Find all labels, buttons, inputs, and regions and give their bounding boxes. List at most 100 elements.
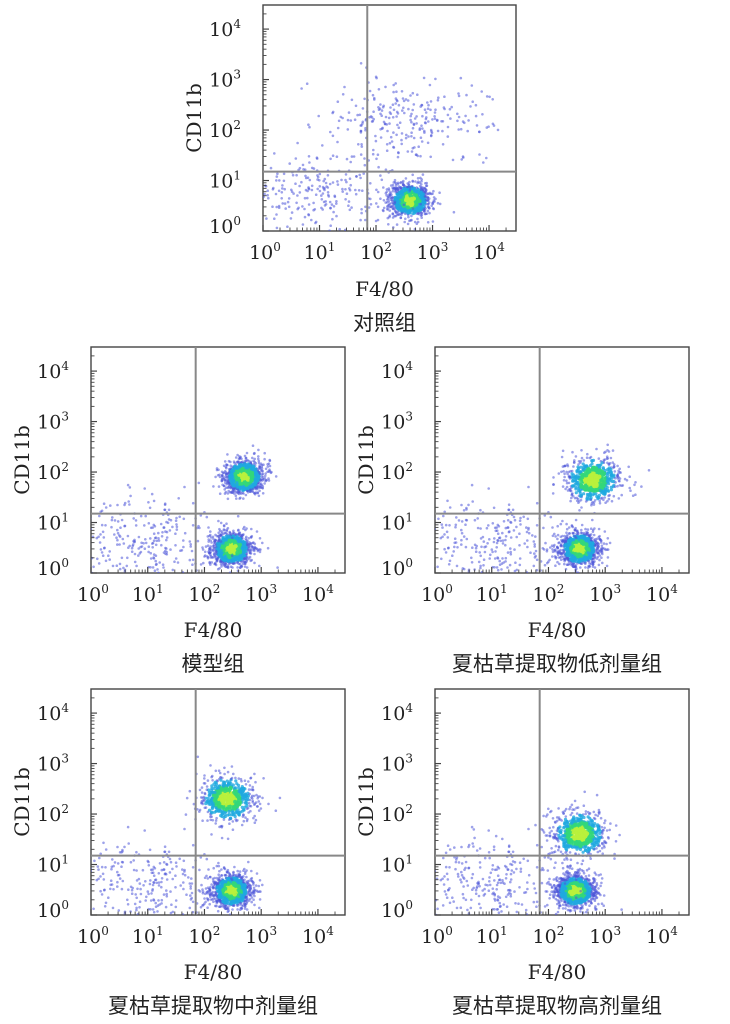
- event-dot: [433, 115, 436, 118]
- event-dot: [203, 555, 206, 558]
- event-dot: [419, 214, 423, 217]
- event-dot: [332, 210, 335, 214]
- event-dot: [374, 134, 377, 138]
- event-dot: [225, 522, 228, 525]
- event-dot: [97, 562, 101, 565]
- event-dot: [556, 560, 559, 564]
- event-dot: [324, 181, 328, 185]
- event-dot: [266, 546, 270, 550]
- event-dot: [273, 152, 276, 155]
- event-dot: [260, 475, 263, 479]
- event-dot: [353, 118, 357, 121]
- event-dot: [245, 527, 248, 530]
- event-dot: [414, 201, 419, 206]
- event-dot: [241, 183, 244, 186]
- event-dot: [231, 475, 235, 479]
- event-dot: [259, 485, 262, 489]
- event-dot: [345, 157, 349, 161]
- event-dot: [224, 465, 228, 469]
- event-dot: [167, 508, 171, 512]
- event-dot: [387, 197, 390, 201]
- event-dot: [410, 120, 413, 124]
- event-dot: [357, 189, 361, 192]
- event-dot: [565, 556, 569, 560]
- event-dot: [382, 199, 386, 202]
- event-dot: [404, 177, 408, 180]
- event-dot: [618, 467, 621, 471]
- event-dot: [116, 543, 119, 546]
- event-dot: [474, 114, 478, 118]
- event-dot: [318, 189, 322, 193]
- event-dot: [73, 557, 76, 560]
- event-dot: [313, 208, 317, 211]
- event-dot: [174, 544, 177, 547]
- event-dot: [140, 541, 143, 545]
- event-dot: [156, 568, 159, 571]
- event-dot: [438, 202, 442, 206]
- event-dot: [242, 560, 246, 563]
- event-dot: [391, 212, 395, 216]
- event-dot: [261, 487, 265, 490]
- event-dot: [586, 551, 590, 555]
- event-cloud: [73, 444, 279, 573]
- event-dot: [134, 519, 138, 522]
- event-dot: [257, 494, 261, 498]
- event-dot: [123, 503, 126, 507]
- event-dot: [603, 530, 607, 533]
- event-dot: [282, 179, 286, 183]
- event-dot: [410, 214, 413, 218]
- event-dot: [217, 544, 221, 548]
- event-dot: [432, 189, 435, 193]
- event-dot: [363, 97, 366, 101]
- event-dot: [304, 174, 307, 178]
- event-dot: [264, 472, 268, 475]
- event-dot: [222, 524, 226, 528]
- event-dot: [243, 459, 247, 463]
- event-dot: [371, 152, 375, 156]
- event-dot: [175, 523, 178, 526]
- event-dot: [202, 561, 205, 565]
- event-dot: [349, 160, 353, 164]
- event-dot: [474, 103, 478, 107]
- event-dot: [411, 196, 416, 201]
- event-dot: [332, 205, 336, 208]
- event-dot: [287, 197, 291, 200]
- event-dot: [608, 541, 612, 545]
- y-axis-label: CD11b: [10, 425, 34, 495]
- event-dot: [326, 186, 330, 189]
- event-dot: [579, 536, 583, 540]
- event-dot: [182, 539, 185, 542]
- event-dot: [139, 550, 143, 554]
- event-dot: [568, 554, 572, 558]
- event-dot: [276, 172, 279, 175]
- event-dot: [419, 136, 423, 139]
- event-dot: [338, 227, 342, 231]
- event-dot: [234, 189, 237, 192]
- event-dot: [233, 492, 236, 495]
- event-dot: [115, 536, 118, 539]
- event-dot: [389, 106, 392, 109]
- event-dot: [551, 534, 555, 538]
- event-dot: [391, 189, 395, 193]
- event-dot: [420, 185, 423, 189]
- event-dot: [284, 207, 288, 210]
- event-dot: [396, 188, 400, 191]
- event-dot: [206, 544, 210, 547]
- event-dot: [274, 475, 278, 478]
- event-dot: [110, 518, 114, 522]
- event-dot: [481, 113, 484, 116]
- event-dot: [258, 550, 262, 554]
- event-dot: [388, 122, 391, 125]
- event-dot: [152, 523, 156, 527]
- event-dot: [224, 472, 228, 476]
- event-dot: [564, 567, 568, 571]
- event-dot: [196, 173, 199, 176]
- event-dot: [221, 474, 224, 478]
- event-dot: [395, 133, 398, 137]
- event-dot: [245, 177, 248, 180]
- event-dot: [126, 556, 129, 560]
- event-dot: [398, 121, 402, 124]
- event-dot: [275, 205, 279, 209]
- event-dot: [222, 561, 226, 565]
- event-dot: [567, 526, 571, 529]
